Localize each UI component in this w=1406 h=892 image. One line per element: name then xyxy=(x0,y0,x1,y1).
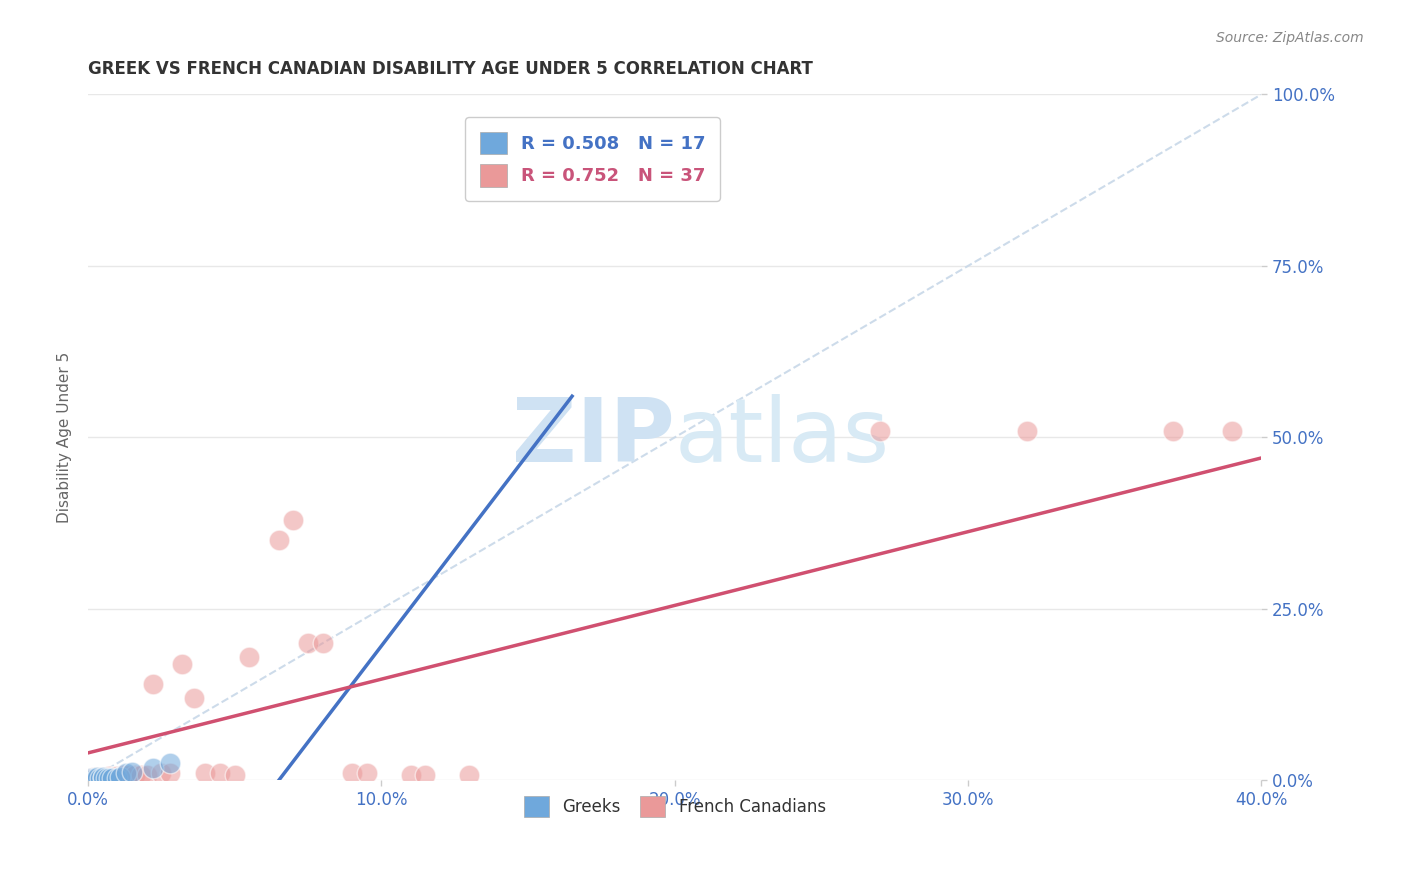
Point xyxy=(89,771,111,785)
Point xyxy=(86,770,108,784)
Point xyxy=(312,636,335,650)
Point xyxy=(1015,424,1038,438)
Point xyxy=(129,768,152,782)
Point xyxy=(83,770,105,784)
Point xyxy=(91,771,114,785)
Point xyxy=(86,770,108,784)
Point xyxy=(159,756,181,771)
Point xyxy=(100,771,122,785)
Point xyxy=(159,766,181,780)
Point xyxy=(297,636,319,650)
Point xyxy=(238,649,260,664)
Point xyxy=(112,768,135,782)
Point xyxy=(94,770,117,784)
Point xyxy=(107,769,129,783)
Text: atlas: atlas xyxy=(675,394,890,481)
Point xyxy=(356,766,378,780)
Point xyxy=(170,657,193,671)
Point xyxy=(115,766,138,780)
Point xyxy=(118,768,141,782)
Point xyxy=(150,766,173,780)
Point xyxy=(107,771,129,785)
Point xyxy=(86,771,108,785)
Point xyxy=(97,771,120,785)
Point xyxy=(869,424,891,438)
Text: Source: ZipAtlas.com: Source: ZipAtlas.com xyxy=(1216,31,1364,45)
Point xyxy=(194,766,217,780)
Point xyxy=(83,771,105,785)
Point xyxy=(91,771,114,785)
Point xyxy=(80,771,103,785)
Point xyxy=(97,769,120,783)
Point xyxy=(110,770,132,784)
Point xyxy=(91,770,114,784)
Point xyxy=(142,677,165,691)
Point xyxy=(103,770,125,784)
Point xyxy=(415,768,437,782)
Point xyxy=(399,768,422,782)
Point xyxy=(142,761,165,775)
Text: GREEK VS FRENCH CANADIAN DISABILITY AGE UNDER 5 CORRELATION CHART: GREEK VS FRENCH CANADIAN DISABILITY AGE … xyxy=(89,60,813,78)
Point xyxy=(267,533,290,548)
Point xyxy=(100,770,122,784)
Point xyxy=(531,142,554,156)
Point xyxy=(458,768,481,782)
Point xyxy=(224,768,246,782)
Point xyxy=(121,765,143,780)
Point xyxy=(124,768,146,782)
Point xyxy=(183,691,205,706)
Point xyxy=(283,513,305,527)
Point xyxy=(80,771,103,785)
Point xyxy=(340,766,363,780)
Point xyxy=(1220,424,1243,438)
Y-axis label: Disability Age Under 5: Disability Age Under 5 xyxy=(58,351,72,523)
Point xyxy=(135,768,157,782)
Text: ZIP: ZIP xyxy=(512,394,675,481)
Point xyxy=(209,766,232,780)
Point xyxy=(89,770,111,784)
Point xyxy=(94,771,117,785)
Point xyxy=(1163,424,1185,438)
Legend: Greeks, French Canadians: Greeks, French Canadians xyxy=(517,789,832,823)
